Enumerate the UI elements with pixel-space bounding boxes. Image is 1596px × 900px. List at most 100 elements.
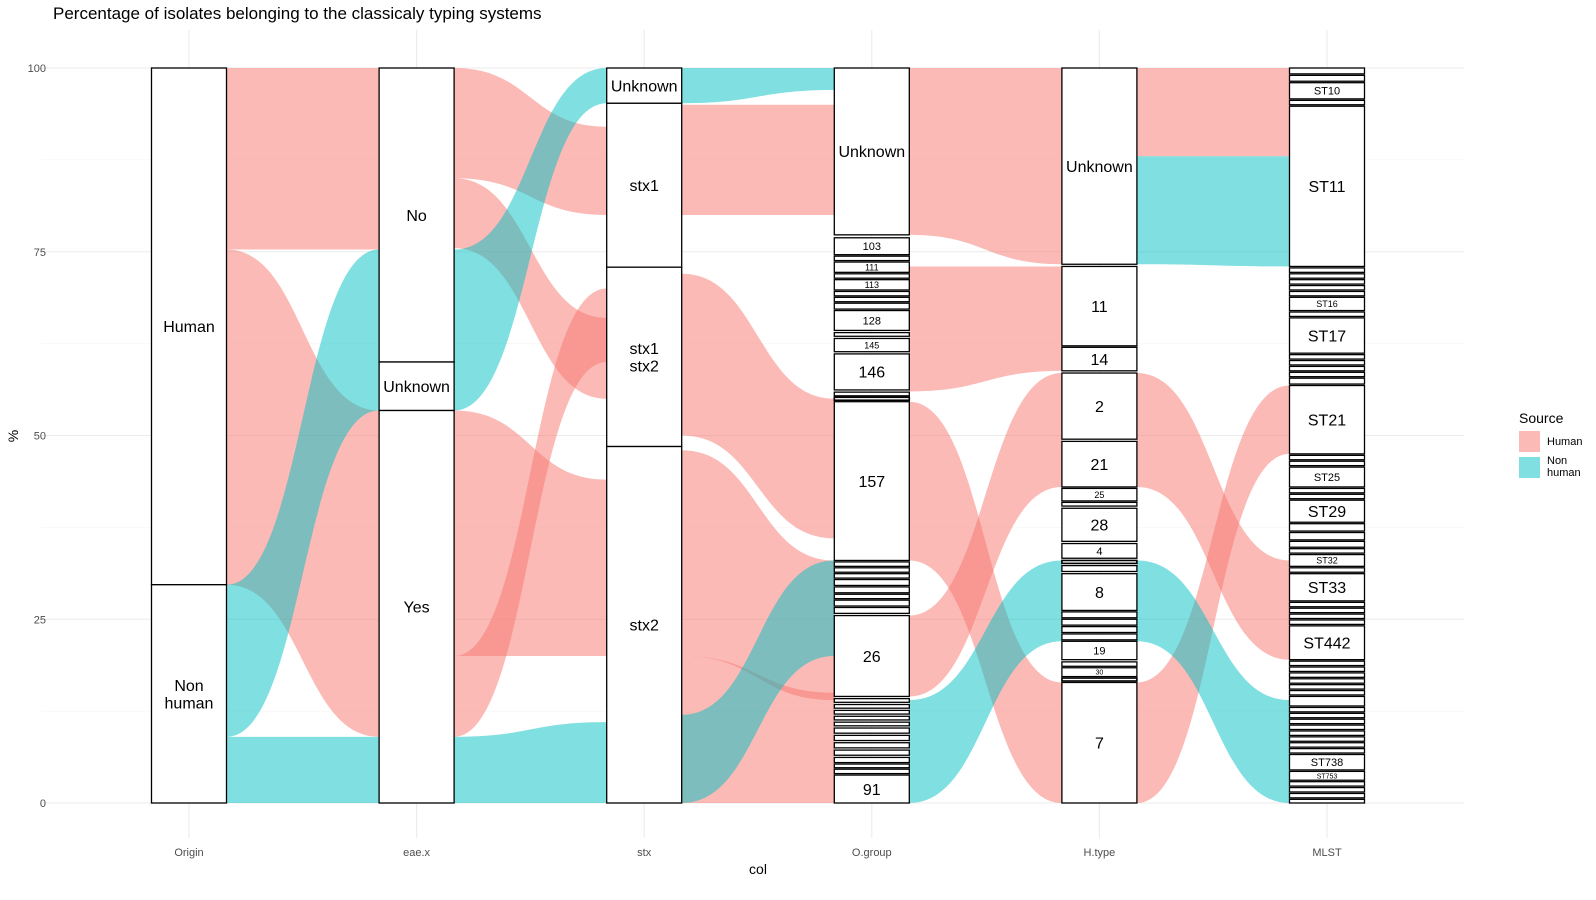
stratum-label-h-type: 4 [1096, 546, 1102, 558]
stratum-label-stx: stx1 [630, 341, 659, 358]
stratum-h-type [1061, 487, 1138, 502]
stratum-o-group [833, 337, 910, 353]
y-tick-label: 50 [34, 431, 46, 443]
stratum-label-h-type: 28 [1091, 518, 1109, 535]
stratum-mlst [1288, 689, 1366, 696]
stratum-mlst [1288, 736, 1366, 742]
stratum-stx [606, 445, 683, 804]
stratum-o-group [833, 606, 910, 615]
stratum-mlst [1288, 371, 1366, 378]
stratum-o-group [833, 573, 910, 579]
stratum-o-group [833, 237, 910, 256]
stratum-mlst [1288, 753, 1366, 771]
stratum-h-type [1061, 661, 1138, 667]
stratum-mlst [1288, 273, 1366, 279]
stratum-o-group [833, 67, 910, 236]
x-tick-label-origin: Origin [174, 847, 203, 859]
stratum-label-mlst: ST442 [1303, 636, 1350, 653]
stratum-label-mlst: ST33 [1308, 580, 1346, 597]
stratum-mlst [1288, 454, 1366, 461]
stratum-o-group [833, 703, 910, 709]
flow-human [1136, 373, 1290, 660]
stratum-mlst [1288, 290, 1366, 297]
y-tick-label: 75 [34, 247, 46, 259]
stratum-label-h-type: 2 [1095, 399, 1104, 416]
stratum-label-eae-x: Yes [404, 600, 430, 617]
x-tick-label-stx: stx [637, 847, 652, 859]
stratum-mlst [1288, 613, 1366, 620]
stratum-mlst [1288, 660, 1366, 667]
flow-non-human [454, 68, 607, 411]
stratum-mlst [1288, 672, 1366, 678]
stratum-h-type [1061, 681, 1138, 804]
stratum-o-group [833, 391, 910, 397]
stratum-label-h-type: 30 [1096, 670, 1104, 677]
stratum-label-stx: Unknown [611, 78, 678, 95]
stratum-mlst [1288, 99, 1366, 106]
stratum-label-o-group: 157 [858, 474, 885, 491]
stratum-o-group [833, 721, 910, 727]
stratum-label-o-group: 113 [865, 280, 879, 290]
stratum-o-group [833, 567, 910, 573]
stratum-mlst [1288, 384, 1366, 455]
stratum-label-stx: stx2 [630, 358, 659, 375]
flow-human [1136, 385, 1290, 803]
stratum-o-group [833, 763, 910, 769]
stratum-label-o-group: 91 [863, 782, 881, 799]
legend-title: Source [1519, 410, 1564, 426]
stratum-mlst [1288, 747, 1366, 754]
stratum-label-o-group: 26 [863, 649, 881, 666]
stratum-label-o-group: 145 [864, 340, 879, 350]
x-tick-label-mlst: MLST [1312, 847, 1342, 859]
stratum-mlst [1288, 786, 1366, 793]
flow-non-human [454, 722, 607, 803]
x-tick-label-o-group: O.group [852, 847, 892, 859]
legend-key-human [1519, 431, 1540, 452]
stratum-label-h-type: 19 [1093, 645, 1105, 657]
stratum-label-eae-x: Unknown [383, 379, 450, 396]
stratum-label-o-group: 128 [863, 315, 881, 327]
stratum-o-group [833, 296, 910, 303]
stratum-o-group [833, 255, 910, 262]
stratum-o-group [833, 396, 911, 402]
flow-human [909, 401, 1062, 803]
stratum-mlst [1288, 279, 1366, 285]
stratum-h-type [1061, 633, 1138, 641]
stratum-o-group [833, 614, 910, 698]
flow-non-human [681, 68, 835, 104]
stratum-label-origin: Non [174, 678, 203, 695]
stratum-mlst [1288, 742, 1366, 748]
stratum-mlst [1288, 573, 1366, 602]
stratum-label-mlst: ST738 [1311, 757, 1343, 769]
stratum-h-type [1061, 667, 1138, 678]
stratum-mlst [1288, 359, 1366, 366]
stratum-label-mlst: ST10 [1314, 86, 1340, 98]
chart-title: Percentage of isolates belonging to the … [53, 4, 542, 23]
stratum-mlst [1288, 531, 1366, 541]
stratum-mlst [1288, 105, 1366, 268]
stratum-mlst [1288, 770, 1366, 781]
stratum-stx [606, 102, 683, 268]
stratum-o-group [833, 774, 910, 804]
stratum-o-group [833, 353, 910, 391]
stratum-o-group [833, 309, 910, 332]
stratum-mlst [1288, 706, 1366, 713]
stratum-label-o-group: 103 [863, 241, 881, 253]
stratum-o-group [833, 279, 910, 291]
stratum-stx [606, 67, 683, 104]
flow-non-human [681, 560, 835, 803]
legend-item-human: Human [1519, 431, 1596, 452]
stratum-o-group [833, 261, 910, 273]
stratum-mlst [1288, 718, 1366, 725]
stratum-label-eae-x: No [406, 208, 427, 225]
stratum-h-type [1061, 625, 1138, 634]
stratum-mlst [1288, 499, 1366, 523]
stratum-label-stx: stx1 [630, 178, 659, 195]
stratum-o-group [833, 290, 910, 297]
stratum-mlst [1288, 540, 1366, 548]
stratum-mlst [1288, 267, 1366, 273]
flow-human [681, 104, 835, 215]
stratum-h-type [1061, 372, 1138, 440]
stratum-mlst [1288, 781, 1366, 787]
